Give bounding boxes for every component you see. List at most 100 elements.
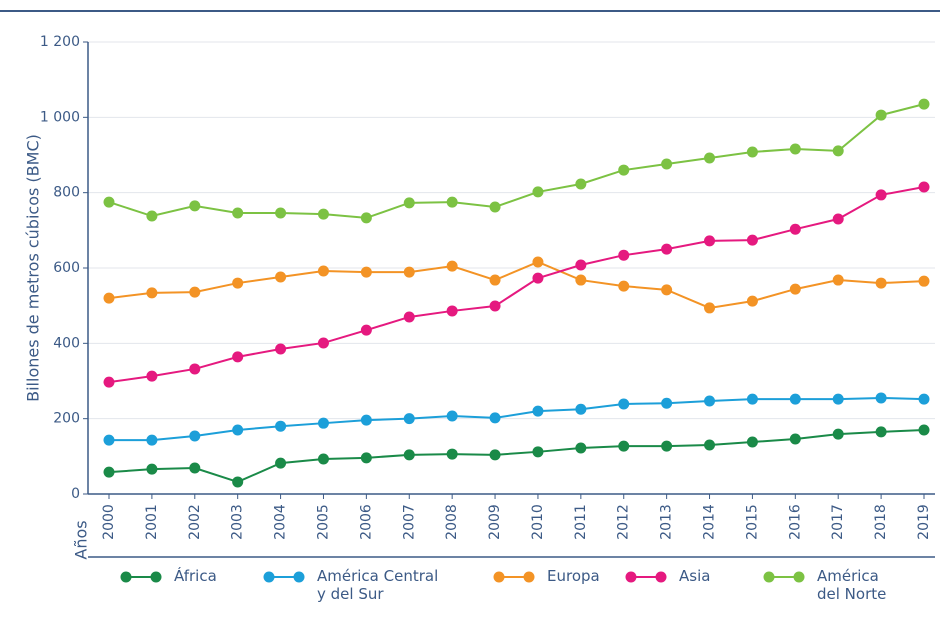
- x-tick-label: 2010: [530, 504, 546, 540]
- legend-label: Europa: [547, 567, 600, 585]
- data-point: [875, 277, 887, 289]
- data-point: [704, 152, 716, 164]
- data-point: [189, 430, 201, 442]
- data-point: [403, 197, 415, 209]
- data-point: [360, 324, 372, 336]
- data-point: [704, 302, 716, 314]
- data-point: [489, 274, 501, 286]
- data-point: [832, 428, 844, 440]
- data-point: [618, 164, 630, 176]
- data-point: [360, 266, 372, 278]
- data-point: [317, 337, 329, 349]
- y-tick-label: 200: [53, 411, 80, 427]
- data-point: [232, 277, 244, 289]
- x-tick-label: 2018: [873, 504, 889, 540]
- data-point: [918, 181, 930, 193]
- x-tick-label: 2003: [230, 504, 246, 540]
- data-point: [789, 143, 801, 155]
- series-line: [108, 186, 925, 384]
- data-point: [446, 410, 458, 422]
- data-point: [746, 146, 758, 158]
- data-point: [403, 311, 415, 323]
- series-line: [108, 428, 925, 484]
- y-tick-label: 800: [53, 185, 80, 201]
- legend-label: América Central y del Sur: [317, 567, 439, 603]
- x-tick-label: 2014: [702, 504, 718, 540]
- legend-dot: [293, 571, 305, 583]
- data-point: [746, 234, 758, 246]
- legend-label: Asia: [679, 567, 711, 585]
- data-point: [146, 463, 158, 475]
- series-line: [108, 103, 925, 219]
- x-tick-label: 2008: [444, 504, 460, 540]
- data-point: [661, 397, 673, 409]
- data-point: [403, 266, 415, 278]
- data-point: [446, 448, 458, 460]
- data-point: [789, 223, 801, 235]
- data-point: [661, 243, 673, 255]
- data-point: [146, 210, 158, 222]
- x-tick-label: 2000: [101, 504, 117, 540]
- data-point: [875, 109, 887, 121]
- legend-dot: [493, 571, 505, 583]
- data-point: [875, 426, 887, 438]
- data-point: [189, 200, 201, 212]
- data-point: [746, 436, 758, 448]
- y-tick-label: 600: [53, 260, 80, 276]
- data-point: [746, 295, 758, 307]
- x-tick-label: 2016: [787, 504, 803, 540]
- x-tick-label: 2012: [616, 504, 632, 540]
- x-tick-label: 2007: [401, 504, 417, 540]
- data-point: [661, 158, 673, 170]
- x-tick-label: 2001: [144, 504, 160, 540]
- y-tick-label: 1 200: [40, 34, 80, 50]
- data-point: [403, 413, 415, 425]
- data-point: [575, 403, 587, 415]
- data-point: [618, 280, 630, 292]
- data-point: [232, 424, 244, 436]
- x-tick-label: 2002: [187, 504, 203, 540]
- data-point: [575, 442, 587, 454]
- data-point: [232, 351, 244, 363]
- x-tick-label: 2005: [315, 504, 331, 540]
- data-point: [832, 274, 844, 286]
- data-point: [103, 196, 115, 208]
- data-point: [103, 434, 115, 446]
- data-point: [360, 414, 372, 426]
- data-point: [275, 457, 287, 469]
- data-point: [618, 398, 630, 410]
- data-point: [618, 249, 630, 261]
- x-tick-label: 2011: [573, 504, 589, 540]
- data-point: [275, 271, 287, 283]
- data-point: [532, 256, 544, 268]
- data-point: [103, 466, 115, 478]
- legend-dot: [763, 571, 775, 583]
- data-point: [575, 178, 587, 190]
- x-tick-label: 2009: [487, 504, 503, 540]
- data-point: [146, 370, 158, 382]
- legend-dot: [793, 571, 805, 583]
- data-point: [532, 272, 544, 284]
- data-point: [918, 275, 930, 287]
- data-point: [189, 462, 201, 474]
- y-tick-label: 0: [71, 486, 80, 502]
- data-point: [317, 208, 329, 220]
- data-point: [489, 449, 501, 461]
- data-point: [918, 393, 930, 405]
- x-axis-label: Años: [72, 520, 91, 559]
- data-point: [661, 284, 673, 296]
- data-point: [232, 476, 244, 488]
- data-point: [789, 283, 801, 295]
- legend-dot: [150, 571, 162, 583]
- data-point: [317, 265, 329, 277]
- data-point: [446, 260, 458, 272]
- data-point: [704, 439, 716, 451]
- data-point: [832, 213, 844, 225]
- data-point: [360, 452, 372, 464]
- data-point: [532, 446, 544, 458]
- y-axis-label: Billones de metros cúbicos (BMC): [24, 134, 43, 402]
- data-point: [317, 453, 329, 465]
- data-point: [704, 395, 716, 407]
- data-point: [360, 212, 372, 224]
